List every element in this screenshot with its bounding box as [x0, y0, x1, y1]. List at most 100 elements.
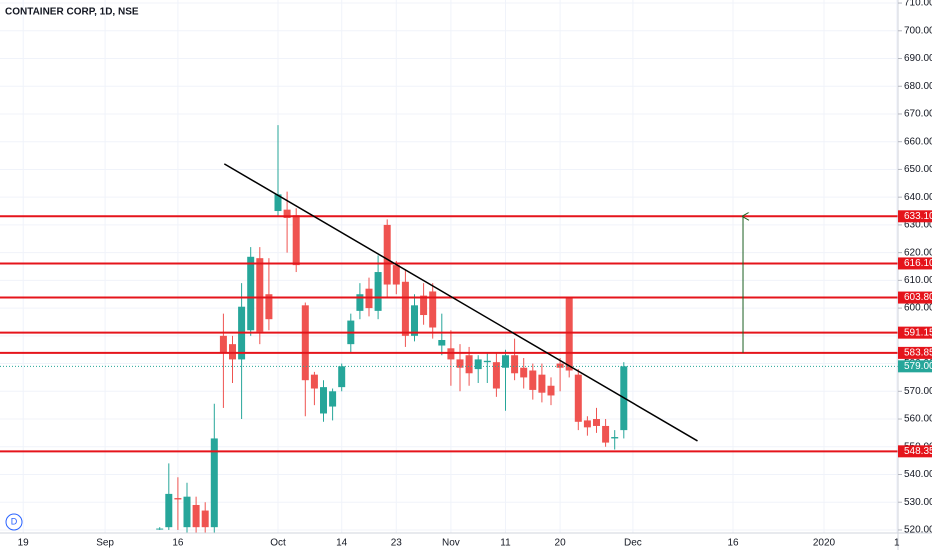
- candle-body: [274, 194, 282, 212]
- candle-body: [611, 437, 619, 439]
- candle-body: [156, 528, 164, 530]
- x-tick-label: 19: [18, 538, 30, 549]
- candle-body: [165, 493, 173, 528]
- level-tag: [898, 291, 932, 304]
- y-tick-label: 710.00: [904, 0, 932, 9]
- candle-body: [593, 419, 600, 426]
- candle-body: [356, 294, 364, 311]
- level-tag: [898, 326, 932, 339]
- candle-body: [301, 305, 309, 381]
- x-tick-label: 1: [894, 538, 900, 549]
- candle-body: [265, 294, 273, 320]
- candle-body: [465, 355, 473, 374]
- candle-body: [247, 256, 255, 331]
- level-label: 603.80: [904, 292, 932, 303]
- y-tick-label: 530.00: [904, 497, 932, 508]
- candle-body: [420, 295, 428, 316]
- y-tick-label: 650.00: [904, 164, 932, 175]
- x-tick-label: 11: [500, 538, 511, 549]
- candle-body: [201, 510, 209, 528]
- candle-body: [438, 339, 446, 346]
- trendline: [223, 163, 698, 442]
- candle-body: [520, 367, 528, 378]
- candle-body: [320, 387, 327, 414]
- level-label: 583.85: [904, 348, 932, 359]
- candle-body: [392, 265, 400, 285]
- candle-body: [492, 362, 500, 389]
- candle-body: [602, 425, 610, 443]
- y-tick-label: 690.00: [904, 53, 932, 64]
- candle-body: [429, 291, 437, 328]
- candle-body: [511, 355, 519, 374]
- y-tick-label: 680.00: [904, 81, 932, 92]
- y-tick-label: 660.00: [904, 136, 932, 147]
- y-tick-label: 540.00: [904, 469, 932, 480]
- x-tick-label: Sep: [96, 538, 114, 549]
- candle-body: [292, 215, 300, 266]
- candle-body: [229, 344, 236, 360]
- candle-body: [474, 359, 482, 370]
- x-tick-label: Dec: [624, 538, 642, 549]
- candle-body: [219, 335, 227, 353]
- candle-body: [256, 258, 264, 332]
- level-label: 548.35: [904, 446, 932, 457]
- y-tick-label: 560.00: [904, 414, 932, 425]
- last-price-tag: [898, 360, 932, 373]
- y-tick-label: 600.00: [904, 303, 932, 314]
- y-tick-label: 630.00: [904, 220, 932, 231]
- y-tick-label: 670.00: [904, 109, 932, 120]
- chart-title: CONTAINER CORP, 1D, NSE: [5, 7, 139, 18]
- y-tick-label: 520.00: [904, 525, 932, 536]
- candle-body: [565, 298, 573, 371]
- plot: [0, 125, 898, 533]
- y-tick-label: 700.00: [904, 25, 932, 36]
- candle-body: [374, 272, 382, 311]
- candle-body: [529, 370, 537, 390]
- candle-body: [183, 496, 191, 528]
- last-price-label: 579.00: [904, 361, 932, 372]
- candle-body: [283, 209, 291, 218]
- grid: [0, 0, 898, 533]
- candle-body: [502, 355, 509, 368]
- candle-body: [329, 391, 337, 407]
- level-label: 591.15: [904, 327, 932, 338]
- level-label: 616.10: [904, 258, 932, 269]
- candle-body: [174, 498, 182, 500]
- candle-body: [574, 374, 582, 422]
- level-tag: [898, 346, 932, 359]
- x-tick-label: 20: [555, 538, 567, 549]
- candle-body: [383, 224, 391, 285]
- x-tick-label: Oct: [270, 538, 286, 549]
- candle-body: [456, 359, 464, 368]
- x-tick-label: 16: [172, 538, 184, 549]
- y-tick-label: 620.00: [904, 247, 932, 258]
- candle-body: [192, 504, 200, 528]
- level-label: 633.10: [904, 211, 932, 222]
- candle-body: [411, 305, 418, 336]
- x-tick-label: 14: [336, 538, 348, 549]
- x-tick-label: 16: [727, 538, 739, 549]
- y-tick-label: 640.00: [904, 192, 932, 203]
- level-tag: [898, 445, 932, 458]
- candle-body: [401, 281, 409, 336]
- interval-badge-label[interactable]: D: [11, 516, 18, 526]
- candle-body: [210, 438, 218, 528]
- level-tag: [898, 257, 932, 270]
- candle-body: [547, 385, 555, 396]
- candle-body: [583, 420, 591, 428]
- x-tick-label: Nov: [442, 538, 460, 549]
- x-tick-label: 23: [391, 538, 403, 549]
- axes: 520.00530.00540.00550.00560.00570.00580.…: [18, 0, 932, 549]
- level-tag: [898, 210, 932, 223]
- y-tick-label: 570.00: [904, 386, 932, 397]
- candle-body: [310, 374, 318, 389]
- candle-body: [338, 366, 346, 388]
- candle-body: [538, 374, 546, 393]
- candle-body: [483, 360, 491, 363]
- y-tick-label: 610.00: [904, 275, 932, 286]
- interval-badge[interactable]: [5, 513, 23, 531]
- candle-body: [556, 363, 564, 368]
- x-tick-label: 2020: [813, 538, 836, 549]
